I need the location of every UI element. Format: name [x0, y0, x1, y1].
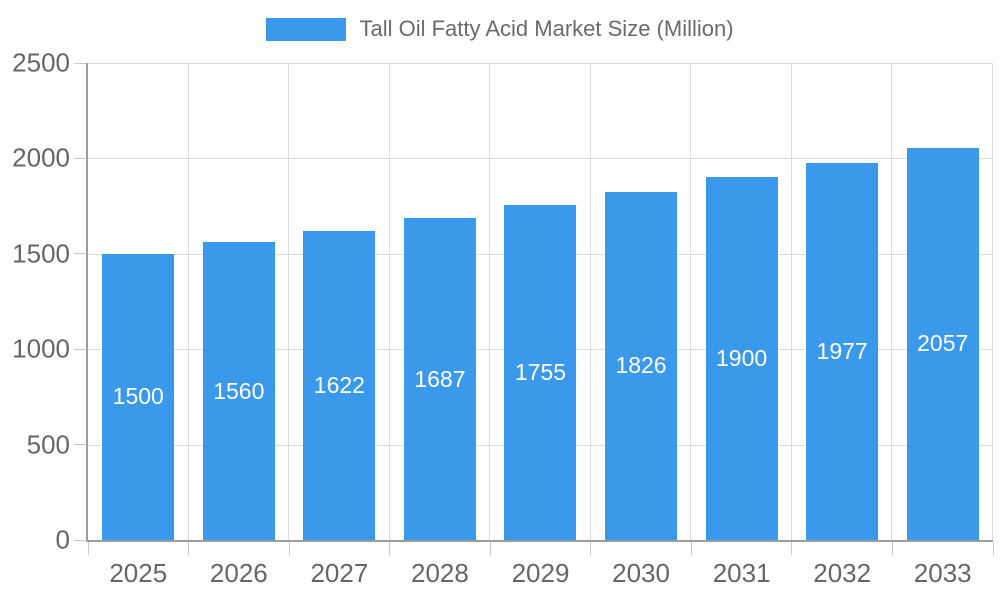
legend-item[interactable]: Tall Oil Fatty Acid Market Size (Million…: [0, 16, 1000, 42]
bar-column: 1622: [289, 63, 390, 540]
x-axis-label: 2033: [913, 558, 972, 588]
bar-column: 1900: [691, 63, 792, 540]
bar: 1977: [806, 162, 879, 540]
bar-value-label: 1560: [213, 377, 265, 404]
gridline-horizontal: [88, 63, 993, 64]
gridline-vertical: [992, 63, 993, 540]
y-axis-tick: [74, 253, 87, 255]
bar: 1622: [303, 230, 376, 540]
gridline-vertical: [589, 63, 591, 540]
bar-value-label: 1622: [313, 371, 365, 398]
gridline-horizontal: [88, 158, 993, 160]
x-axis-tick: [288, 542, 290, 555]
x-axis-tick: [590, 542, 592, 555]
bar-value-label: 1900: [716, 345, 768, 372]
bar: 1900: [705, 177, 778, 540]
x-axis-label: 2025: [109, 558, 168, 588]
gridline-vertical: [690, 63, 692, 540]
y-axis-label: 0: [55, 524, 70, 555]
bar: 1687: [403, 218, 476, 540]
bar-column: 1560: [189, 63, 290, 540]
y-axis-label: 2000: [12, 142, 70, 173]
bar-value-label: 1755: [514, 359, 567, 386]
x-axis-tick: [188, 542, 190, 555]
bar: 1500: [102, 253, 175, 540]
y-axis-label: 2500: [12, 47, 70, 78]
x-axis-tick: [489, 542, 491, 555]
bar-value-label: 2057: [917, 330, 969, 357]
gridline-vertical: [790, 63, 792, 540]
gridline-vertical: [891, 63, 893, 540]
bar: 1755: [504, 205, 577, 540]
x-axis-label: 2026: [209, 558, 268, 588]
y-axis-label: 1500: [12, 238, 70, 269]
x-axis-label: 2032: [813, 558, 872, 588]
x-axis-line: [86, 540, 993, 542]
y-axis-line: [86, 63, 88, 542]
y-axis-tick: [74, 157, 87, 159]
bar-column: 1977: [792, 63, 893, 540]
bar-column: 1687: [390, 63, 491, 540]
bar-value-label: 1500: [112, 383, 164, 410]
y-axis-tick: [74, 62, 87, 64]
x-axis-tick: [992, 542, 994, 555]
gridline-vertical: [187, 63, 189, 540]
bar-column: 2057: [892, 63, 993, 540]
x-axis-tick: [891, 542, 893, 555]
bar-column: 1500: [88, 63, 189, 540]
bar: 1560: [202, 242, 275, 540]
x-axis-tick: [791, 542, 793, 555]
bar: 1826: [605, 191, 678, 540]
x-axis-tick: [389, 542, 391, 555]
x-axis-label: 2031: [712, 558, 771, 588]
gridline-vertical: [489, 63, 491, 540]
y-axis: 0 500 1000 1500 2000 2500: [0, 48, 87, 555]
bar: 2057: [906, 147, 979, 540]
plot-area: 1500 1560 1622 1687 1755 1826 1900 1977 2057: [88, 63, 993, 540]
y-axis-label: 1000: [12, 333, 70, 364]
gridline-vertical: [288, 63, 290, 540]
bar-column: 1826: [591, 63, 692, 540]
x-axis-label: 2030: [612, 558, 670, 588]
x-axis-tick: [87, 542, 89, 555]
y-axis-tick: [74, 539, 87, 541]
bar-column: 1755: [490, 63, 591, 540]
gridline-vertical: [388, 63, 390, 540]
bar-value-label: 1826: [615, 352, 667, 379]
x-axis-tick: [690, 542, 692, 555]
y-axis-tick: [74, 444, 87, 446]
bar-value-label: 1687: [414, 365, 466, 392]
y-axis-label: 500: [26, 429, 70, 460]
x-axis-label: 2029: [511, 558, 570, 588]
x-axis-label: 2028: [411, 558, 469, 588]
legend-label: Tall Oil Fatty Acid Market Size (Million…: [359, 16, 734, 41]
x-axis: 2025 2026 2027 2028 2029 2030 2031 2032 2033: [87, 542, 994, 600]
x-axis-label: 2027: [310, 558, 369, 588]
legend-swatch: [266, 17, 347, 41]
bar-value-label: 1977: [816, 337, 868, 364]
y-axis-tick: [74, 348, 87, 350]
